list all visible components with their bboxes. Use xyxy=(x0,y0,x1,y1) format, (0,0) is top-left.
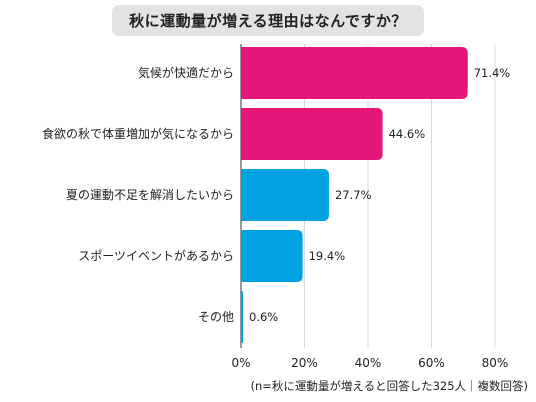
category-label: その他 xyxy=(198,310,234,324)
x-tick-label: 60% xyxy=(418,356,445,370)
category-label: 夏の運動不足を解消したいから xyxy=(66,188,234,202)
value-label: 19.4% xyxy=(309,249,346,263)
category-label: 気候が快適だから xyxy=(138,65,234,80)
bar xyxy=(241,108,383,160)
x-tick-label: 80% xyxy=(482,356,509,370)
labels: 0% 20% 40% 60% 80% 71.4% 気候が快適だから 44.6% 食欲の秋で体重増… xyxy=(42,65,510,370)
value-label: 71.4% xyxy=(474,66,511,80)
x-tick-label: 40% xyxy=(355,356,382,370)
bar xyxy=(241,230,303,282)
value-label: 27.7% xyxy=(335,188,372,202)
bar xyxy=(241,169,329,221)
category-label: スポーツイベントがあるから xyxy=(78,248,234,263)
x-tick-label: 20% xyxy=(291,356,318,370)
value-label: 0.6% xyxy=(249,310,278,324)
bar xyxy=(241,291,243,343)
value-label: 44.6% xyxy=(389,127,426,141)
bar xyxy=(241,47,468,99)
chart-title: 秋に運動量が増える理由はなんですか？ xyxy=(112,5,424,36)
sample-note: (n=秋に運動量が増えると回答した325人｜複数回答) xyxy=(250,379,529,393)
category-label: 食欲の秋で体重増加が気になるから xyxy=(42,126,234,141)
x-tick-label: 0% xyxy=(231,356,250,370)
bars xyxy=(241,47,468,343)
